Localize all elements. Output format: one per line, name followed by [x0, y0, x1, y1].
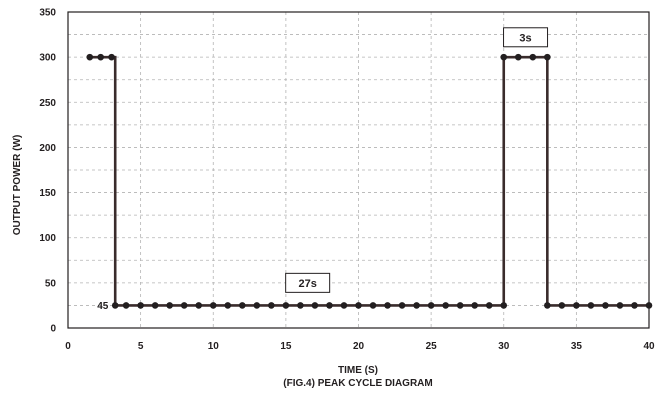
data-point [297, 302, 304, 309]
data-point [340, 302, 348, 309]
data-point [180, 302, 188, 309]
data-point [616, 302, 624, 309]
data-point [587, 302, 595, 309]
y-tick-label: 50 [45, 278, 57, 289]
data-point [137, 302, 144, 309]
data-point [195, 302, 203, 309]
y-tick-label: 200 [39, 143, 56, 154]
data-point [442, 302, 449, 309]
data-point [209, 302, 217, 309]
value-labels: 45 [97, 301, 109, 312]
y-tick-label: 0 [50, 324, 56, 335]
data-point [122, 302, 130, 309]
data-point [282, 302, 290, 309]
data-point [326, 302, 333, 309]
data-point [166, 302, 173, 309]
y-axis-ticks: 0 50 100 150 200 250 300 350 [39, 8, 56, 335]
data-point [631, 302, 638, 309]
figure-caption: (FIG.4) PEAK CYCLE DIAGRAM [283, 378, 432, 389]
y-tick-label: 150 [39, 188, 56, 199]
x-tick-label: 30 [498, 341, 510, 352]
data-point [514, 53, 522, 61]
data-point [529, 53, 537, 61]
x-tick-label: 15 [280, 341, 292, 352]
data-point [369, 302, 377, 309]
data-point [427, 302, 435, 309]
annotation-frame [503, 27, 549, 48]
x-tick-label: 25 [426, 341, 438, 352]
level-value-label: 45 [97, 301, 109, 312]
x-tick-label: 0 [65, 341, 71, 352]
data-point [86, 53, 94, 61]
x-tick-label: 35 [571, 341, 583, 352]
data-point [224, 302, 232, 309]
data-point [253, 302, 261, 309]
grid-lines [68, 12, 649, 328]
x-tick-label: 5 [138, 341, 144, 352]
data-point [471, 302, 479, 309]
annotation-box: 27s [285, 272, 331, 293]
duration-annotations: 27s 3s [285, 27, 549, 293]
data-point [268, 302, 275, 309]
data-point [384, 302, 391, 309]
annotation-label: 3s [519, 32, 531, 44]
y-tick-label: 300 [39, 53, 56, 64]
data-point [311, 302, 319, 309]
x-tick-label: 40 [643, 341, 655, 352]
data-point [111, 302, 119, 309]
data-point [108, 53, 115, 61]
output-power-series [89, 55, 649, 307]
x-tick-label: 10 [208, 341, 220, 352]
data-point [456, 302, 464, 309]
data-point [97, 53, 104, 61]
data-point [544, 53, 551, 61]
data-point [573, 302, 580, 309]
data-point [500, 302, 508, 309]
data-point [544, 302, 551, 309]
y-tick-label: 100 [39, 233, 56, 244]
data-point [500, 53, 508, 61]
data-point [151, 302, 159, 309]
data-point [398, 302, 406, 309]
data-point [558, 302, 566, 309]
y-tick-label: 350 [39, 8, 56, 19]
data-point [645, 302, 653, 309]
data-point [413, 302, 420, 309]
data-markers [86, 53, 653, 309]
x-axis-title: TIME (S) [338, 365, 378, 376]
data-point [485, 302, 493, 309]
y-tick-label: 250 [39, 98, 56, 109]
data-point [602, 302, 609, 309]
data-point [239, 302, 246, 309]
annotation-label: 27s [298, 278, 316, 290]
data-point [355, 302, 362, 309]
x-tick-label: 20 [353, 341, 365, 352]
annotation-box: 3s [503, 27, 549, 48]
x-axis-ticks: 0 5 10 15 20 25 30 35 40 [65, 341, 655, 352]
annotation-frame [285, 272, 331, 293]
y-axis-title: OUTPUT POWER (W) [12, 135, 23, 236]
plot-area-border [67, 11, 650, 329]
series-line [89, 55, 649, 307]
